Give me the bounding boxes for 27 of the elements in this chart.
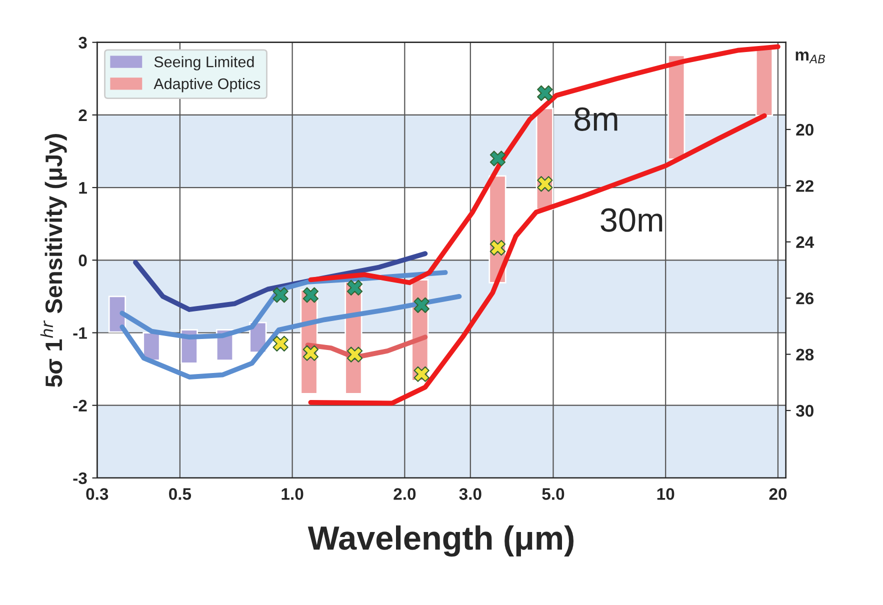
x-axis-title: Wavelength (μm) [308, 525, 574, 557]
y-tick-label: 2 [78, 109, 87, 121]
y2-tick-label: 26 [796, 292, 814, 304]
x-tick-label: 2.0 [394, 488, 416, 500]
y2-tick-label: 20 [796, 124, 814, 136]
y-axis-title: 5σ 1$^{hr}$ Sensitivity (μJy) [40, 134, 67, 387]
y-tick-label: 1 [79, 182, 87, 194]
series-label: 30m [600, 208, 662, 232]
x-tick-label: 10 [657, 488, 674, 500]
y2-tick-label: 28 [796, 348, 814, 360]
x-tick-label: 0.5 [169, 488, 192, 500]
y2-tick-label: 30 [796, 404, 814, 417]
x-tick-label: 0.3 [86, 488, 108, 500]
x-tick-label: 3.0 [459, 488, 482, 500]
y-tick-label: 0 [78, 254, 87, 266]
legend-label: Adaptive Optics [154, 78, 260, 92]
y-tick-label: -3 [73, 472, 87, 484]
legend-label: Seeing Limited [154, 56, 254, 70]
x-tick-label: 5.0 [542, 488, 564, 500]
y-tick-label: -2 [73, 400, 87, 412]
y2-tick-label: 24 [796, 236, 814, 248]
y-tick-label: -1 [73, 327, 87, 339]
y2-axis-title: m$_{AB}$ [796, 52, 825, 64]
x-tick-label: 1.0 [282, 488, 304, 500]
y-tick-label: 3 [78, 36, 87, 49]
y2-tick-label: 22 [796, 180, 814, 192]
x-tick-label: 20 [769, 488, 787, 500]
